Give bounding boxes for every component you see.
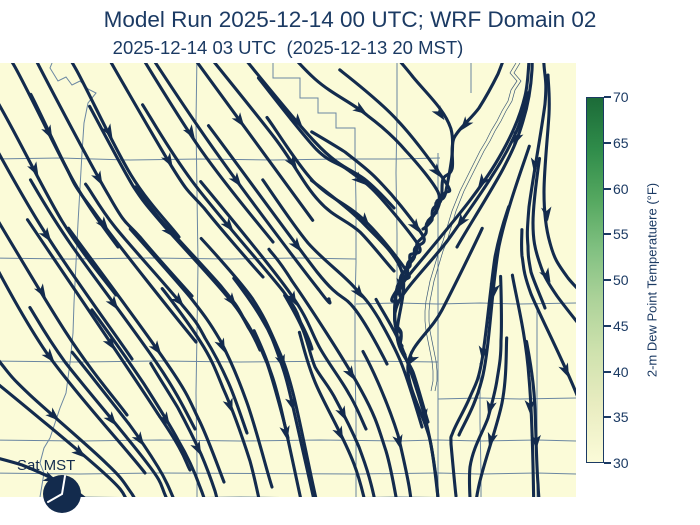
svg-text:Sat MST: Sat MST [17, 457, 75, 474]
